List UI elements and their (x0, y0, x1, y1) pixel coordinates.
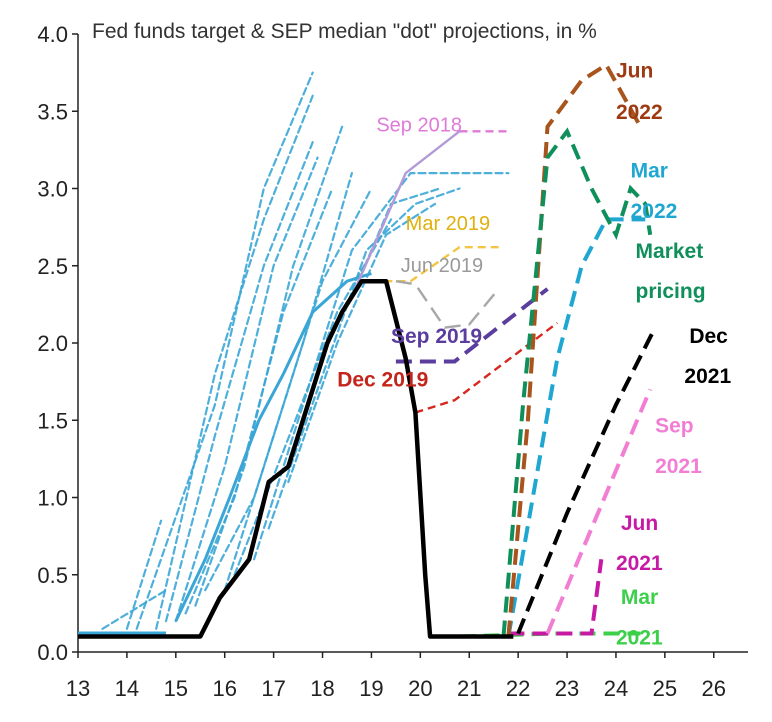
historical-projection-line (194, 125, 344, 607)
x-tick-label: 24 (604, 676, 628, 701)
chart-title: Fed funds target & SEP median "dot" proj… (92, 20, 597, 43)
y-tick-label: 3.5 (37, 99, 68, 124)
sep-projection-line (395, 287, 549, 364)
y-tick-label: 1.0 (37, 486, 68, 511)
series-label: 2021 (616, 552, 663, 575)
sep-projection-line (508, 559, 604, 636)
sep-projection-line (506, 217, 646, 637)
sep-projection-line (415, 321, 559, 414)
series-label: 2021 (616, 626, 663, 649)
historical-projection-line (164, 141, 314, 623)
x-tick-label: 13 (66, 676, 90, 701)
historical-projection-line (155, 94, 314, 630)
y-tick-label: 0.5 (37, 563, 68, 588)
historical-projection-line (287, 202, 437, 484)
y-tick-label: 3.0 (37, 177, 68, 202)
series-label: Mar 2019 (406, 213, 491, 235)
y-tick-label: 1.5 (37, 408, 68, 433)
x-tick-label: 26 (702, 676, 726, 701)
historical-projections (78, 71, 510, 636)
x-tick-label: 14 (115, 676, 139, 701)
series-label: Jun 2019 (401, 255, 483, 277)
sep-projections (350, 62, 657, 639)
series-label: pricing (636, 280, 706, 303)
series-label: Sep (655, 415, 694, 438)
x-tick-label: 15 (164, 676, 188, 701)
series-labels: Sep 2018 Mar 2019 Jun 2019 Sep 2019 Dec 2019… (337, 59, 731, 649)
sep-projection-line (371, 246, 499, 283)
series-label: Dec (689, 325, 728, 348)
series-label: Sep 2018 (376, 114, 462, 136)
series-label: 2021 (655, 455, 702, 478)
sep-projection-line (545, 388, 653, 635)
sep-projection-line (516, 326, 657, 635)
x-tick-label: 17 (261, 676, 285, 701)
series-label: Sep 2019 (391, 325, 482, 348)
series-label: Mar (621, 586, 658, 609)
series-label: 2021 (684, 365, 731, 388)
y-tick-label: 4.0 (37, 22, 68, 47)
series-label: 2022 (631, 200, 678, 223)
sep-projection-line (395, 280, 500, 329)
historical-projection-line (253, 172, 510, 561)
series-label: Market (636, 240, 704, 263)
historical-projection-line (267, 187, 461, 530)
axes: 0.0 0.5 1.0 1.5 2.0 2.5 3.0 3.5 4.0 13 14 15 16 17 18 1… (37, 22, 748, 701)
x-tick-label: 21 (457, 676, 481, 701)
historical-projection-line (204, 172, 353, 592)
historical-projection-solid-line (174, 272, 372, 622)
series-label: 2022 (616, 101, 663, 124)
fed-funds-target-line (78, 278, 514, 639)
x-tick-label: 25 (653, 676, 677, 701)
y-tick-label: 2.5 (37, 254, 68, 279)
x-tick-label: 16 (212, 676, 236, 701)
x-tick-label: 23 (555, 676, 579, 701)
sep-projection-line (501, 127, 653, 637)
x-tick-label: 20 (408, 676, 432, 701)
historical-projection-line (101, 589, 168, 630)
x-tick-label: 19 (359, 676, 383, 701)
fed-funds-target (78, 278, 514, 639)
x-tick-label: 18 (310, 676, 334, 701)
sep-projection-line (506, 62, 643, 637)
x-tick-label: 22 (506, 676, 530, 701)
y-tick-label: 2.0 (37, 331, 68, 356)
series-label: Mar (631, 160, 668, 183)
series-label: Jun (616, 59, 653, 82)
historical-projection-line (223, 187, 373, 592)
series-label: Jun (621, 512, 658, 535)
y-tick-label: 0.0 (37, 640, 68, 665)
sep-projection-line (350, 130, 461, 298)
series-label: Dec 2019 (337, 368, 428, 391)
historical-projection-line (174, 156, 319, 623)
